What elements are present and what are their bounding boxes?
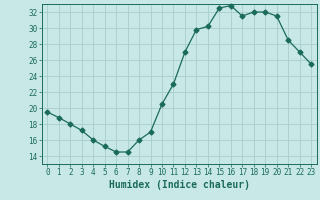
X-axis label: Humidex (Indice chaleur): Humidex (Indice chaleur) [109,180,250,190]
